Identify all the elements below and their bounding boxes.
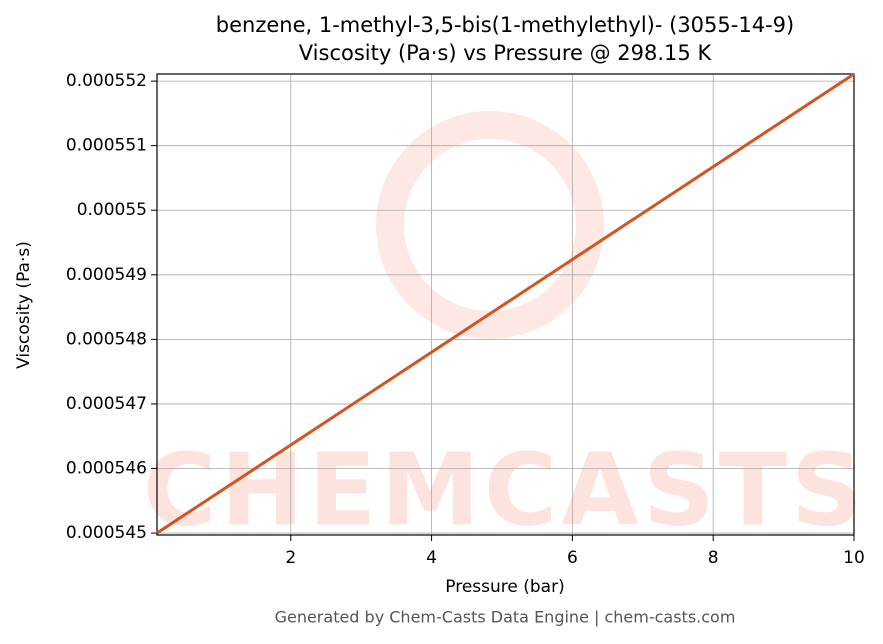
x-axis-label: Pressure (bar) (445, 577, 564, 597)
y-tick-label: 0.000551 (66, 136, 147, 156)
y-tick-label: 0.000552 (66, 71, 147, 91)
chart-subtitle: Viscosity (Pa·s) vs Pressure @ 298.15 K (299, 41, 713, 65)
y-tick-label: 0.000546 (66, 458, 147, 478)
data-line (156, 72, 855, 535)
x-tick-label: 4 (426, 548, 437, 568)
y-tick-label: 0.00055 (77, 200, 147, 220)
y-axis-label: Viscosity (Pa·s) (14, 241, 34, 369)
x-tick-label: 10 (843, 548, 865, 568)
y-tick-label: 0.000549 (66, 265, 147, 285)
watermark: CHEMCASTS (143, 431, 867, 548)
plot-frame (156, 73, 855, 536)
watermark-logo (376, 111, 604, 339)
x-tick-label: 6 (567, 548, 578, 568)
x-tick-label: 2 (285, 548, 296, 568)
y-tick-label: 0.000547 (66, 394, 147, 414)
y-tick-label: 0.000545 (66, 523, 147, 543)
chart-title: benzene, 1-methyl-3,5-bis(1-methylethyl)… (216, 13, 794, 37)
y-tick-label: 0.000548 (66, 329, 147, 349)
x-tick-label: 8 (708, 548, 719, 568)
footer: Generated by Chem-Casts Data Engine | ch… (275, 608, 736, 627)
